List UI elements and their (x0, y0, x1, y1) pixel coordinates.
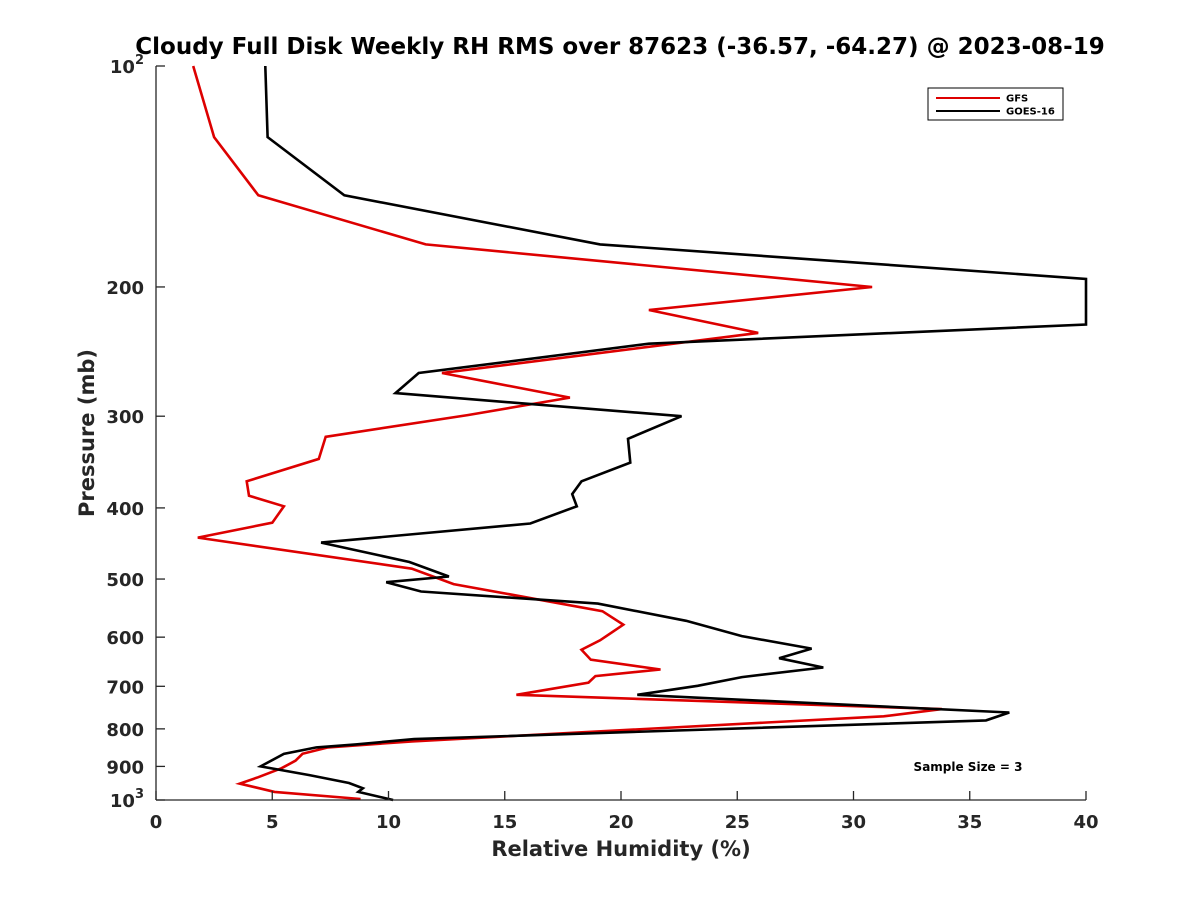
y-tick-label: 900 (106, 757, 144, 778)
x-tick-label: 5 (266, 812, 279, 833)
y-ticks: 102 200 300 400 500 600 700 800 900 103 (106, 53, 165, 812)
y-tick-label: 400 (106, 499, 144, 520)
y-tick-label: 102 (110, 53, 144, 78)
x-tick-label: 30 (841, 812, 866, 833)
y-tick-label: 600 (106, 628, 144, 649)
x-tick-label: 35 (957, 812, 982, 833)
x-tick-label: 15 (492, 812, 517, 833)
x-tick-label: 25 (725, 812, 750, 833)
y-tick-label: 700 (106, 677, 144, 698)
x-axis-label: Relative Humidity (%) (491, 837, 750, 861)
legend-box (927, 87, 1064, 121)
sample-size-annotation: Sample Size = 3 (914, 760, 1023, 774)
series-line-gfs (191, 65, 943, 801)
x-tick-label: 20 (608, 812, 633, 833)
x-ticks: 0 5 10 15 20 25 30 35 40 (150, 791, 1099, 833)
chart-title: Cloudy Full Disk Weekly RH RMS over 8762… (135, 34, 1104, 60)
x-tick-label: 10 (376, 812, 401, 833)
x-tick-label: 40 (1073, 812, 1098, 833)
y-tick-label: 500 (106, 570, 144, 591)
series-layer (191, 65, 1088, 802)
legend-label-goes16: GOES-16 (1006, 107, 1055, 118)
series-line-goes16 (256, 65, 1088, 802)
y-tick-label: 103 (110, 787, 144, 812)
legend: GFS GOES-16 (927, 87, 1064, 121)
y-axis-label: Pressure (mb) (75, 349, 99, 517)
x-tick-label: 0 (150, 812, 163, 833)
y-tick-label: 300 (106, 407, 144, 428)
legend-label-gfs: GFS (1006, 94, 1028, 105)
y-tick-label: 800 (106, 720, 144, 741)
y-tick-label: 200 (106, 278, 144, 299)
